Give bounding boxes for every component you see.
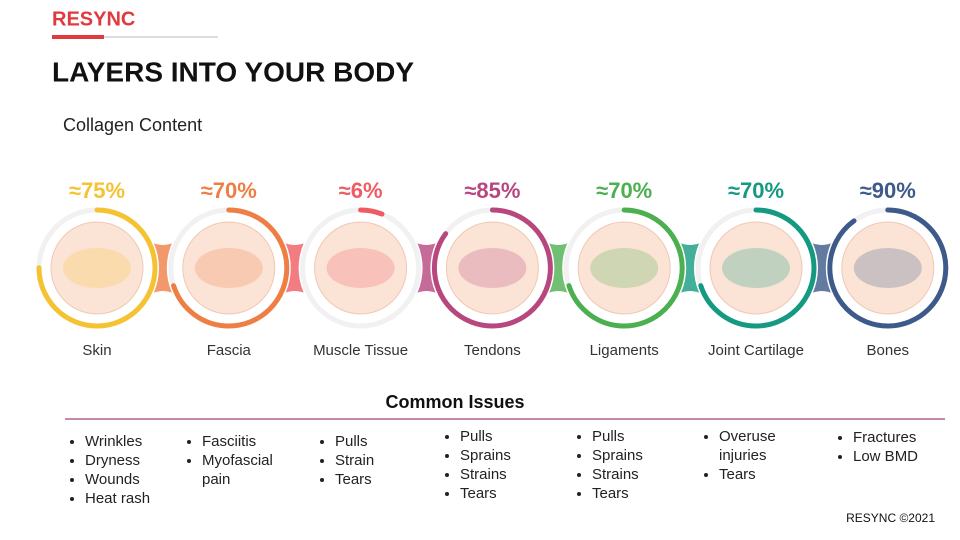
- layer-image: [577, 221, 671, 315]
- issue: Overuse injuries: [719, 427, 797, 465]
- collagen-arc: [300, 207, 422, 329]
- issue: Fractures: [853, 428, 931, 447]
- collagen-label: ≈85%: [464, 178, 520, 203]
- layer-image-detail: [63, 248, 131, 288]
- issue: Sprains: [592, 446, 670, 465]
- issue: Tears: [719, 465, 797, 484]
- issue: Strain: [335, 451, 413, 470]
- layer-name: Ligaments: [590, 342, 659, 359]
- layer-image: [709, 221, 803, 315]
- footer: RESYNC ©2021: [846, 511, 935, 525]
- issue-list: FasciitisMyofascial pain: [180, 432, 280, 489]
- layer-image: [182, 221, 276, 315]
- collagen-label: ≈70%: [728, 178, 784, 203]
- layer-image: [50, 221, 144, 315]
- issue: Tears: [460, 484, 538, 503]
- layer-image: [841, 221, 935, 315]
- issues-title: Common Issues: [385, 392, 524, 412]
- issue: Myofascial pain: [202, 451, 280, 489]
- layer-image-detail: [194, 248, 263, 288]
- collagen-arc: [827, 207, 949, 329]
- collagen-arc: [563, 207, 685, 329]
- issue: Dryness: [85, 451, 163, 470]
- subtitle: Collagen Content: [63, 115, 202, 135]
- collagen-arc: [36, 207, 158, 329]
- issue-list: PullsSprainsStrainsTears: [570, 427, 670, 503]
- issue: Tears: [592, 484, 670, 503]
- layer-image: [314, 221, 408, 315]
- layer-name: Skin: [82, 342, 111, 359]
- issue-list: Overuse injuriesTears: [697, 427, 797, 484]
- issue: Pulls: [335, 432, 413, 451]
- issue-list: PullsStrainTears: [313, 432, 413, 489]
- layer-image-detail: [458, 248, 527, 288]
- issue: Strains: [460, 465, 538, 484]
- layer-image-detail: [722, 248, 790, 288]
- issue: Strains: [592, 465, 670, 484]
- issue: Wounds: [85, 470, 163, 489]
- collagen-arc: [431, 207, 553, 329]
- collagen-arc: [695, 207, 817, 329]
- issue-list: WrinklesDrynessWoundsHeat rash: [63, 432, 163, 508]
- collagen-label: ≈90%: [860, 178, 916, 203]
- layer-image-detail: [853, 248, 922, 288]
- issue: Wrinkles: [85, 432, 163, 451]
- layer-name: Tendons: [464, 342, 521, 359]
- layer-image-detail: [590, 248, 659, 288]
- layers: ≈75% Skin ≈70% Fascia ≈6% Muscle Tissue ≈85% Te…: [35, 178, 950, 359]
- layer-name: Joint Cartilage: [708, 342, 804, 359]
- collagen-label: ≈70%: [596, 178, 652, 203]
- collagen-label: ≈75%: [69, 178, 125, 203]
- issue-list: PullsSprainsStrainsTears: [438, 427, 538, 503]
- issue: Pulls: [592, 427, 670, 446]
- issue: Sprains: [460, 446, 538, 465]
- collagen-arc: [168, 207, 290, 329]
- collagen-label: ≈6%: [339, 178, 383, 203]
- issue: Low BMD: [853, 447, 931, 466]
- issue: Pulls: [460, 427, 538, 446]
- issue: Fasciitis: [202, 432, 280, 451]
- layer-name: Bones: [867, 342, 910, 359]
- title: LAYERS INTO YOUR BODY: [52, 56, 414, 87]
- layer-image: [445, 221, 539, 315]
- layer-name: Fascia: [207, 342, 252, 359]
- layer-image-detail: [326, 248, 395, 288]
- issue-list: FracturesLow BMD: [831, 428, 931, 466]
- logo: RESYNC: [52, 8, 135, 30]
- issue: Heat rash: [85, 489, 163, 508]
- collagen-label: ≈70%: [201, 178, 257, 203]
- layer-name: Muscle Tissue: [313, 342, 408, 359]
- issue: Tears: [335, 470, 413, 489]
- logo-bar: [52, 35, 104, 39]
